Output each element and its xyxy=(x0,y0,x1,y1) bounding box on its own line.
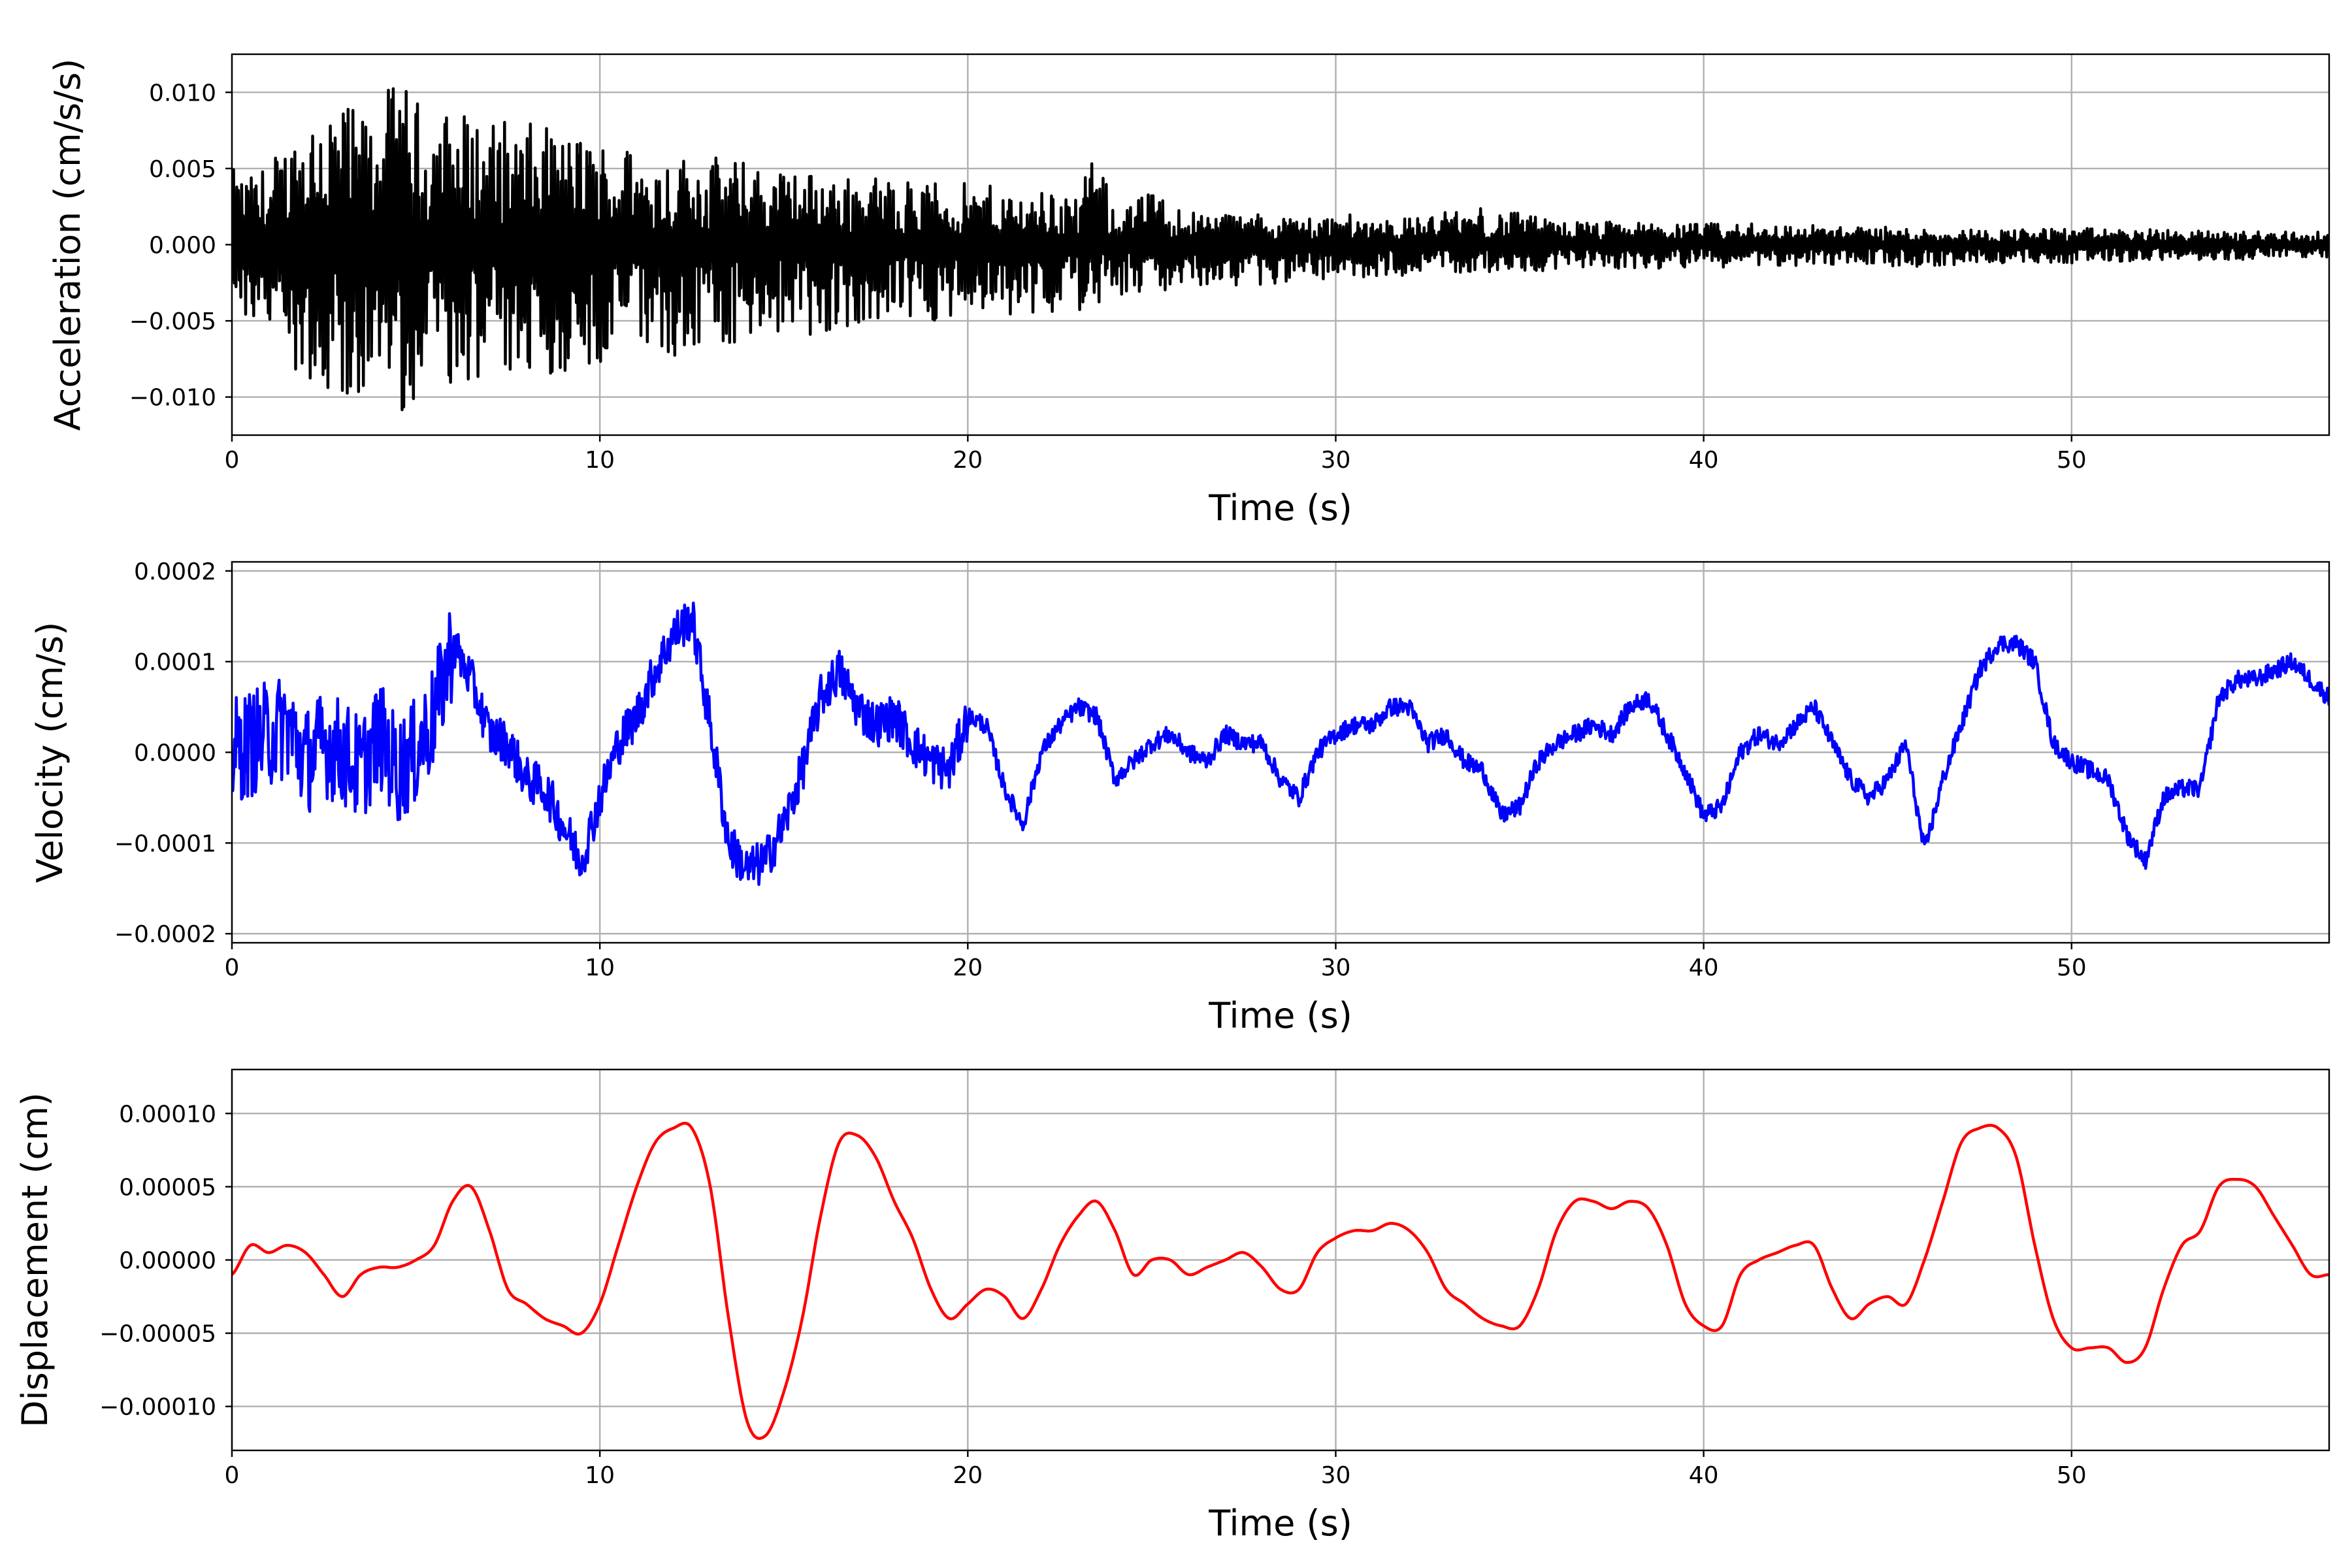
velocity-y-tick-label: 0.0001 xyxy=(134,649,216,676)
acceleration-y-axis-label: Acceleration (cm/s/s) xyxy=(47,59,88,431)
acceleration-y-tick-label: 0.000 xyxy=(149,233,216,259)
velocity-x-tick-label: 0 xyxy=(225,955,240,981)
velocity-y-tick-label: 0.0000 xyxy=(134,740,216,767)
acceleration-x-tick-label: 10 xyxy=(585,447,615,474)
acceleration-panel: 0 10 20 30 40 50 −0.010 −0.005 0.000 0.005 0.010 Ti… xyxy=(47,53,2330,529)
displacement-x-tick-label: 20 xyxy=(953,1462,983,1489)
acceleration-x-tick-label: 40 xyxy=(1689,447,1719,474)
velocity-y-tick-label: 0.0002 xyxy=(134,559,216,585)
acceleration-x-tick-label: 50 xyxy=(2057,447,2087,474)
acceleration-y-tick-label: −0.005 xyxy=(129,308,216,335)
acceleration-y-tick-label: −0.010 xyxy=(129,385,216,412)
displacement-series-line xyxy=(232,1121,2329,1440)
acceleration-series-line xyxy=(232,87,2329,412)
acceleration-x-axis-label: Time (s) xyxy=(1208,487,1352,529)
velocity-y-tick-label: −0.0002 xyxy=(114,921,216,948)
acceleration-y-tick-label: 0.010 xyxy=(149,80,216,106)
displacement-x-tick-label: 40 xyxy=(1689,1462,1719,1489)
displacement-y-tick-label: 0.00010 xyxy=(119,1101,216,1128)
velocity-x-tick-label: 40 xyxy=(1689,955,1719,981)
displacement-y-axis-label: Displacement (cm) xyxy=(14,1092,56,1428)
displacement-x-tick-label: 50 xyxy=(2057,1462,2087,1489)
acceleration-x-tick-label: 0 xyxy=(225,447,240,474)
velocity-x-tick-label: 50 xyxy=(2057,955,2087,981)
displacement-y-tick-label: −0.00005 xyxy=(99,1321,216,1348)
velocity-y-tick-label: −0.0001 xyxy=(114,830,216,857)
acceleration-x-tick-label: 30 xyxy=(1321,447,1351,474)
displacement-y-tick-label: 0.00000 xyxy=(119,1248,216,1275)
displacement-panel: 0 10 20 30 40 50 −0.00010 −0.00005 0.00000 0.0000… xyxy=(14,1068,2330,1544)
displacement-x-tick-label: 30 xyxy=(1321,1462,1351,1489)
velocity-series-line xyxy=(232,601,2329,886)
displacement-x-tick-label: 0 xyxy=(225,1462,240,1489)
displacement-x-tick-label: 10 xyxy=(585,1462,615,1489)
velocity-x-tick-label: 30 xyxy=(1321,955,1351,981)
displacement-x-axis-label: Time (s) xyxy=(1208,1503,1352,1544)
velocity-y-axis-label: Velocity (cm/s) xyxy=(29,622,71,883)
acceleration-y-tick-label: 0.005 xyxy=(149,156,216,183)
velocity-panel: 0 10 20 30 40 50 −0.0002 −0.0001 0.0000 0.0001 0.0… xyxy=(29,559,2330,1036)
velocity-x-tick-label: 10 xyxy=(585,955,615,981)
acceleration-x-tick-label: 20 xyxy=(953,447,983,474)
velocity-x-axis-label: Time (s) xyxy=(1208,995,1352,1036)
displacement-y-tick-label: 0.00005 xyxy=(119,1174,216,1201)
displacement-y-tick-label: −0.00010 xyxy=(99,1394,216,1421)
velocity-x-tick-label: 20 xyxy=(953,955,983,981)
